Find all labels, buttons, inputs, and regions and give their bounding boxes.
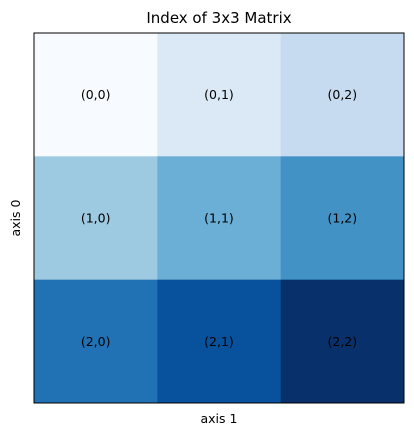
cell-label-2-2: (2,2) — [328, 334, 358, 349]
heatmap-cell-1-2 — [280, 156, 405, 281]
heatmap-cell-0-2 — [280, 33, 405, 157]
cell-label-0-2: (0,2) — [328, 87, 358, 102]
heatmap-cell-1-1 — [157, 156, 282, 281]
heatmap-cell-2-0 — [34, 279, 158, 404]
heatmap-cells — [34, 33, 405, 404]
heatmap-cell-2-2 — [280, 279, 405, 404]
cell-label-1-1: (1,1) — [204, 211, 234, 226]
heatmap-cell-2-1 — [157, 279, 282, 404]
cell-label-2-0: (2,0) — [81, 334, 111, 349]
heatmap-cell-0-1 — [157, 33, 282, 157]
cell-label-1-0: (1,0) — [81, 211, 111, 226]
plot-frame — [33, 32, 405, 404]
chart-title: Index of 3x3 Matrix — [146, 9, 291, 27]
heatmap-cell-0-0 — [34, 33, 158, 157]
x-axis-label: axis 1 — [201, 411, 238, 426]
heatmap-cell-1-0 — [34, 156, 158, 281]
cell-label-2-1: (2,1) — [204, 334, 234, 349]
cell-label-0-0: (0,0) — [81, 87, 111, 102]
cell-label-0-1: (0,1) — [204, 87, 234, 102]
heatmap-cell-labels: (0,0) (0,1) (0,2) (1,0) (1,1) (1,2) (2,0) (2,1)… — [81, 87, 357, 349]
cell-label-1-2: (1,2) — [328, 211, 358, 226]
y-axis-label: axis 0 — [8, 199, 23, 236]
